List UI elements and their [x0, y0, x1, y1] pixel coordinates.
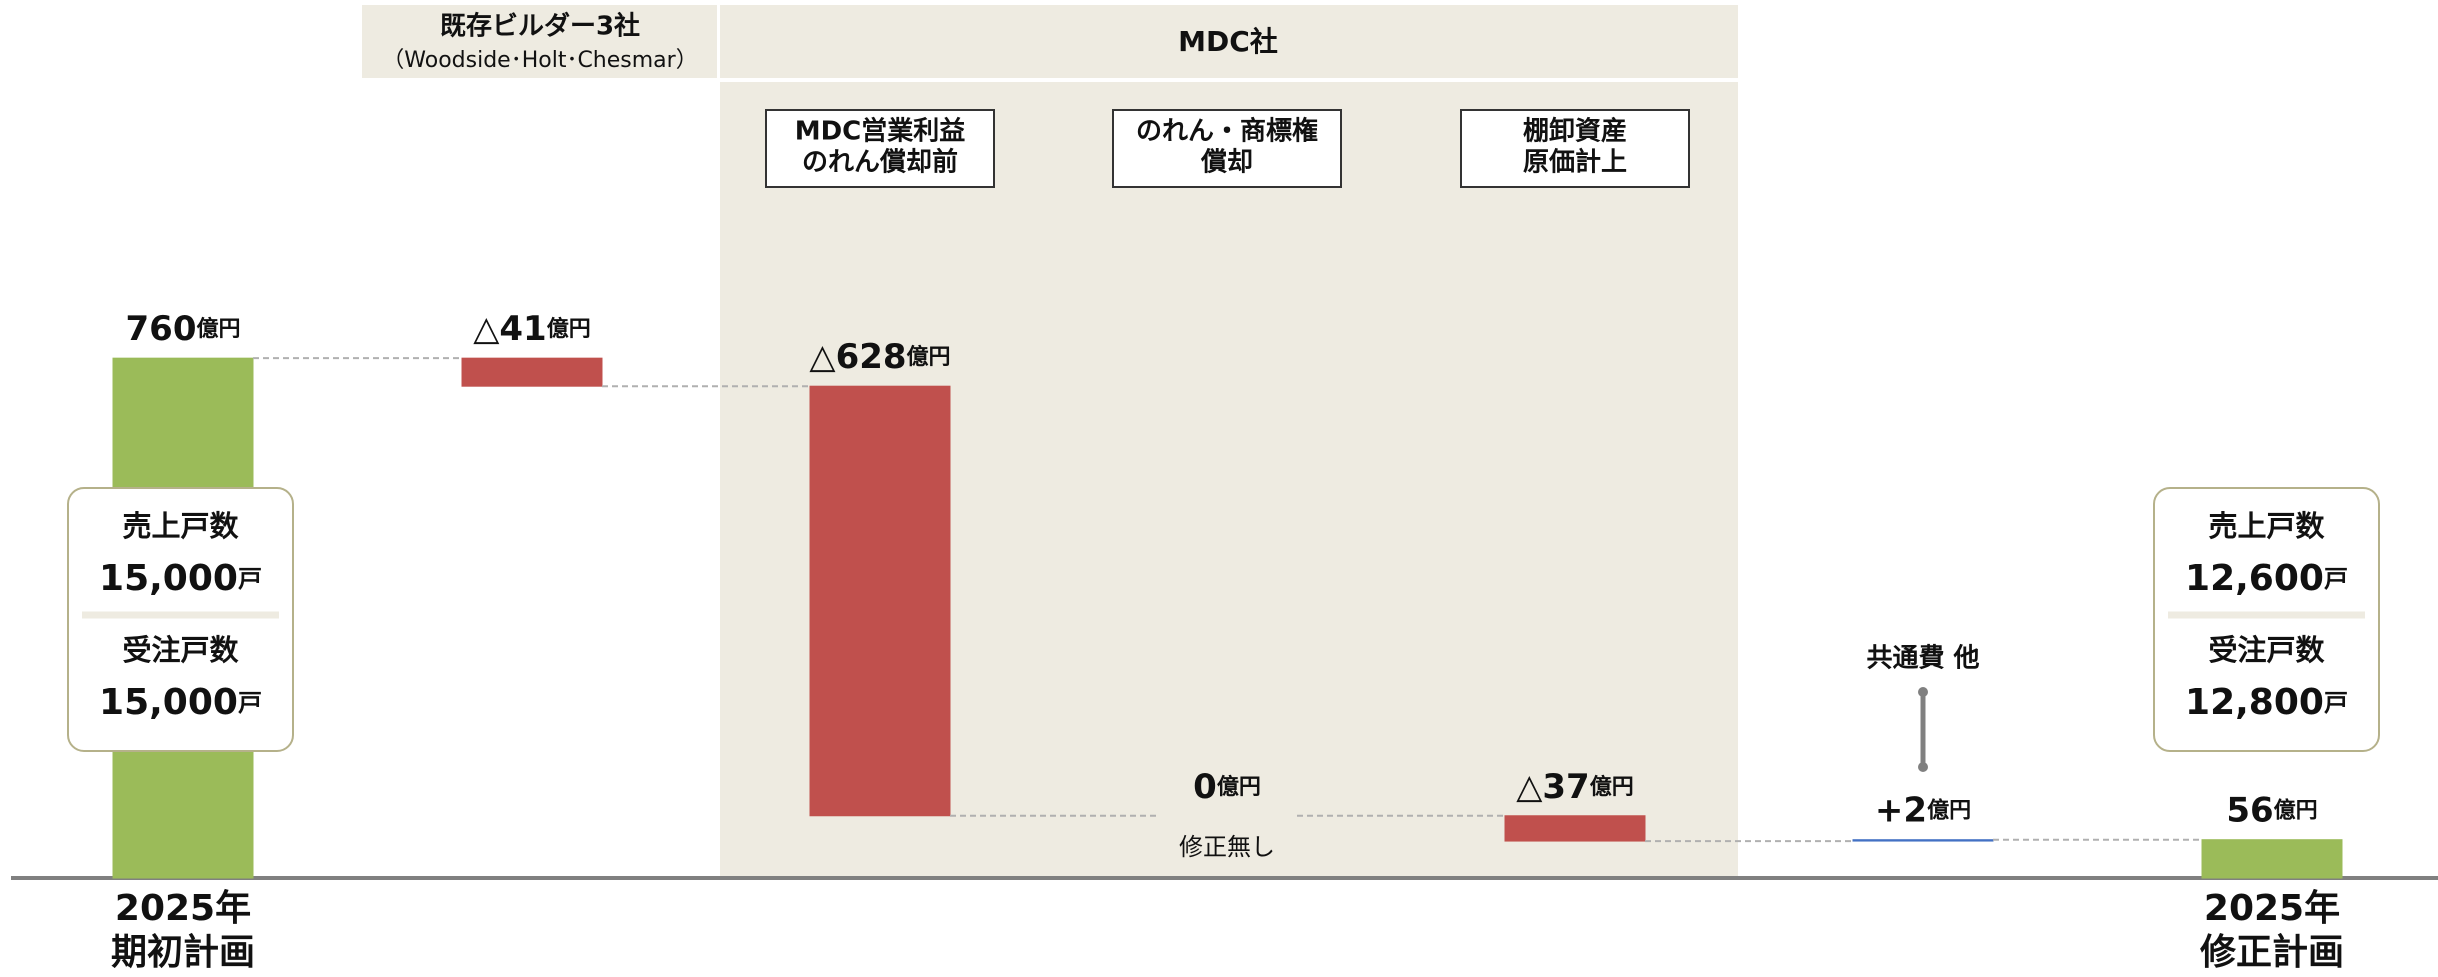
x-category-label: 修正計画 — [2200, 932, 2344, 973]
value-label: 0億円 — [1193, 766, 1261, 806]
bar — [809, 385, 951, 817]
info-value: 12,800戸 — [2185, 682, 2348, 723]
label-connector-dot — [1918, 762, 1928, 772]
value-unit: 億円 — [196, 316, 240, 342]
value-label: 56億円 — [2226, 790, 2317, 830]
group-sublabel: （Woodside･Holt･Chesmar） — [382, 48, 697, 73]
info-value: 15,000戸 — [99, 682, 262, 723]
value-unit: 億円 — [1217, 774, 1261, 800]
value-label: △37億円 — [1516, 766, 1633, 806]
label-connector-dot — [1918, 687, 1928, 697]
bar — [1504, 815, 1646, 842]
category-box — [1112, 109, 1342, 188]
group-header-bg — [362, 5, 717, 78]
value-label: +2億円 — [1875, 790, 1971, 830]
value-unit: 億円 — [1590, 774, 1634, 800]
bar — [1852, 839, 1994, 842]
value-label: △41億円 — [473, 309, 590, 349]
info-number: 12,600 — [2185, 558, 2324, 599]
group-label: MDC社 — [1178, 25, 1278, 58]
value-unit: 億円 — [547, 316, 591, 342]
bar — [2201, 839, 2343, 879]
group-label: 既存ビルダー3社 — [440, 11, 640, 42]
value-number: △41 — [473, 309, 546, 349]
info-unit: 戸 — [238, 565, 262, 593]
value-unit: 億円 — [1927, 798, 1971, 824]
info-unit: 戸 — [238, 689, 262, 717]
value-label: △628億円 — [809, 337, 950, 377]
info-box — [67, 487, 294, 752]
value-number: +2 — [1875, 790, 1927, 830]
info-unit: 戸 — [2324, 565, 2348, 593]
info-label: 売上戸数 — [122, 509, 239, 543]
group-header-bg — [720, 5, 1738, 78]
value-number: △628 — [809, 337, 906, 377]
info-label: 売上戸数 — [2208, 509, 2325, 543]
info-number: 12,800 — [2185, 682, 2324, 723]
info-label: 受注戸数 — [122, 633, 239, 667]
category-label: 原価計上 — [1523, 147, 1627, 178]
info-box — [2153, 487, 2380, 752]
category-label: 棚卸資産 — [1523, 116, 1627, 147]
info-value: 12,600戸 — [2185, 558, 2348, 599]
category-label: 償却 — [1200, 148, 1253, 178]
value-number: 0 — [1193, 766, 1217, 806]
x-category-label: 期初計画 — [111, 932, 255, 973]
category-label: のれん償却前 — [802, 147, 958, 178]
value-label: 760億円 — [126, 309, 241, 349]
value-number: △37 — [1516, 766, 1589, 806]
info-number: 15,000 — [99, 682, 238, 723]
bar — [461, 357, 603, 387]
x-category-label: 2025年 — [2204, 888, 2340, 929]
info-number: 15,000 — [99, 558, 238, 599]
value-number: 56 — [2226, 790, 2273, 830]
value-unit: 億円 — [907, 344, 951, 370]
note: 修正無し — [1179, 833, 1275, 861]
info-value: 15,000戸 — [99, 558, 262, 599]
category-label: 共通費 他 — [1866, 644, 1979, 674]
category-label: MDC営業利益 — [795, 117, 966, 147]
info-unit: 戸 — [2324, 689, 2348, 717]
value-unit: 億円 — [2274, 798, 2318, 824]
category-box — [1460, 109, 1690, 188]
category-box — [765, 109, 995, 188]
x-category-label: 2025年 — [115, 888, 251, 929]
value-number: 760 — [126, 309, 197, 349]
info-label: 受注戸数 — [2208, 633, 2325, 667]
category-label: のれん・商標権 — [1136, 116, 1318, 147]
